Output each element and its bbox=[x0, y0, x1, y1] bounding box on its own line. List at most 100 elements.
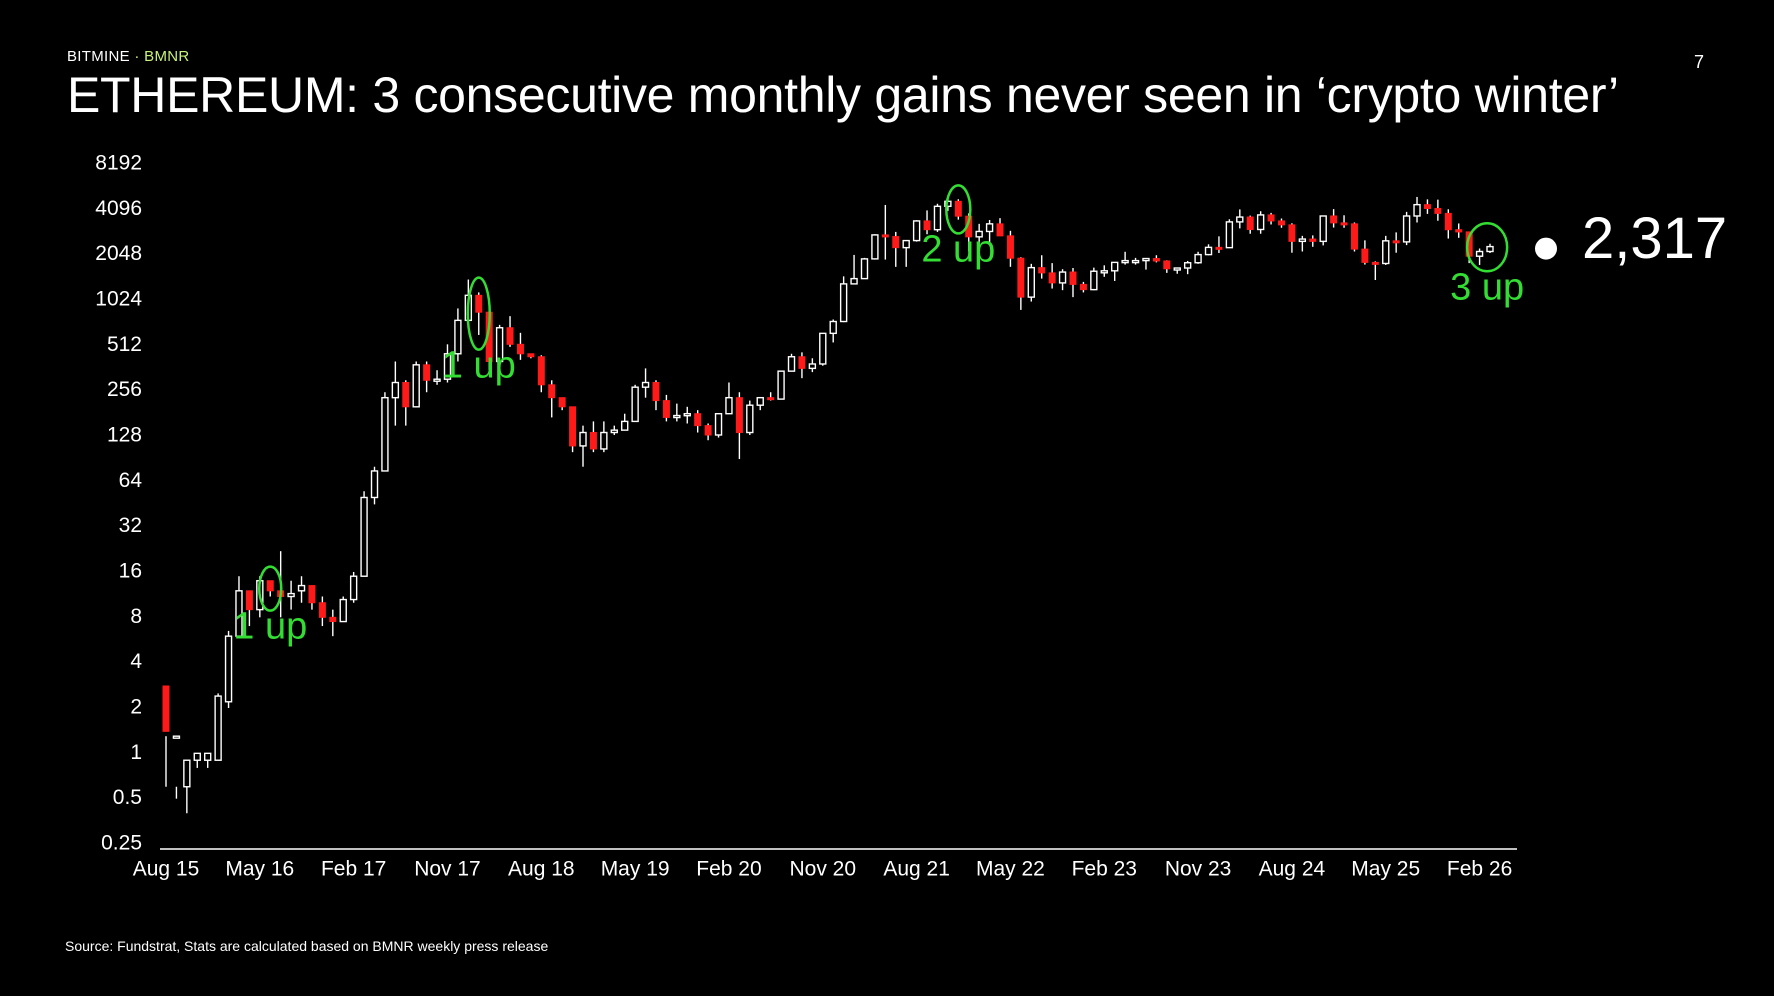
eth-price-chart: 0.25 0.5 1 2 4 8 16 32 64 128 256 512 1024 2048 4096 81… bbox=[95, 152, 1727, 881]
candle bbox=[391, 361, 400, 426]
candle bbox=[412, 361, 420, 408]
candle bbox=[871, 234, 879, 260]
candle bbox=[1048, 263, 1056, 289]
candle bbox=[1194, 251, 1202, 264]
y-tick-label: 0.5 bbox=[113, 786, 142, 809]
y-axis-ticks: 0.25 0.5 1 2 4 8 16 32 64 128 256 512 1024 2048 4096 81… bbox=[95, 152, 142, 855]
candle bbox=[329, 609, 337, 637]
candle bbox=[224, 630, 233, 708]
candle bbox=[506, 316, 514, 347]
page-title: ETHEREUM: 3 consecutive monthly gains ne… bbox=[67, 67, 1619, 123]
candle bbox=[860, 257, 869, 280]
candle bbox=[1017, 257, 1025, 310]
candle bbox=[1434, 199, 1442, 221]
y-tick-label: 32 bbox=[119, 514, 142, 537]
annotation-label: 1 up bbox=[233, 606, 307, 648]
candle bbox=[839, 276, 848, 323]
y-tick-label: 512 bbox=[107, 333, 142, 356]
candle bbox=[381, 392, 389, 472]
candle bbox=[631, 384, 639, 423]
candle bbox=[548, 380, 556, 418]
candle bbox=[787, 353, 796, 372]
candle bbox=[423, 361, 431, 393]
candle bbox=[1486, 243, 1494, 254]
candle bbox=[1173, 267, 1181, 274]
candle bbox=[704, 423, 712, 441]
candle bbox=[1100, 265, 1108, 277]
y-tick-label: 64 bbox=[119, 469, 143, 492]
candle bbox=[370, 466, 379, 505]
candle bbox=[1225, 219, 1234, 249]
candle bbox=[1215, 236, 1223, 254]
x-tick-label: May 22 bbox=[976, 858, 1045, 881]
candle bbox=[339, 596, 347, 623]
candle bbox=[193, 752, 201, 768]
candle bbox=[1090, 267, 1098, 291]
candle bbox=[214, 693, 222, 761]
candle bbox=[1423, 199, 1431, 214]
candle bbox=[1038, 255, 1046, 279]
candle bbox=[610, 425, 618, 435]
candle bbox=[297, 576, 306, 603]
candle bbox=[996, 218, 1004, 237]
candle bbox=[1027, 263, 1035, 302]
y-tick-label: 128 bbox=[107, 424, 142, 447]
candle bbox=[162, 685, 170, 787]
candle bbox=[266, 580, 274, 597]
candle bbox=[819, 332, 827, 366]
annotation: 3 up bbox=[1450, 222, 1524, 308]
candle bbox=[735, 392, 743, 460]
candle bbox=[912, 220, 921, 242]
candle bbox=[1183, 260, 1192, 275]
candle bbox=[673, 403, 681, 422]
candles bbox=[162, 196, 1494, 814]
candle bbox=[569, 406, 577, 453]
candle bbox=[725, 382, 733, 415]
candle bbox=[1256, 211, 1265, 234]
candle bbox=[443, 344, 452, 383]
current-price-label: 2,317 bbox=[1582, 206, 1727, 271]
candle bbox=[360, 491, 368, 577]
current-price-marker bbox=[1535, 237, 1557, 260]
candle bbox=[829, 319, 837, 343]
candle bbox=[621, 413, 629, 431]
annotations: 1 up 1 up 2 up 3 up bbox=[233, 184, 1524, 648]
candle bbox=[1121, 251, 1129, 265]
candle bbox=[1163, 260, 1171, 273]
candle bbox=[1204, 244, 1213, 256]
candle bbox=[1350, 222, 1358, 252]
candle bbox=[1455, 223, 1463, 238]
candle bbox=[308, 585, 316, 610]
candle bbox=[683, 406, 691, 424]
candle bbox=[777, 370, 785, 400]
candle bbox=[746, 400, 754, 435]
candle bbox=[1006, 230, 1014, 267]
x-tick-label: Nov 20 bbox=[790, 858, 857, 881]
candle bbox=[694, 410, 702, 433]
brand-label: BITMINE · BMNR bbox=[67, 48, 190, 65]
candle bbox=[172, 735, 181, 799]
candle bbox=[558, 397, 566, 411]
candle bbox=[1246, 215, 1254, 234]
candle bbox=[1444, 209, 1452, 239]
annotation: 2 up bbox=[921, 184, 995, 270]
candle bbox=[798, 352, 806, 379]
candle bbox=[1058, 269, 1067, 291]
candle bbox=[1382, 235, 1390, 265]
candle bbox=[662, 394, 670, 422]
brand-name: BITMINE bbox=[67, 48, 130, 65]
candle bbox=[767, 392, 775, 401]
x-tick-label: May 19 bbox=[601, 858, 670, 881]
candle bbox=[1413, 196, 1421, 223]
y-tick-label: 2048 bbox=[95, 242, 142, 265]
candle bbox=[537, 355, 545, 393]
candle bbox=[1340, 215, 1348, 228]
annotation: 1 up bbox=[233, 565, 307, 648]
candle bbox=[1330, 209, 1338, 228]
candle bbox=[808, 358, 817, 373]
candle bbox=[579, 425, 587, 467]
candle bbox=[1319, 215, 1327, 246]
candle bbox=[183, 759, 191, 814]
candle bbox=[287, 580, 295, 610]
candle bbox=[454, 308, 462, 362]
